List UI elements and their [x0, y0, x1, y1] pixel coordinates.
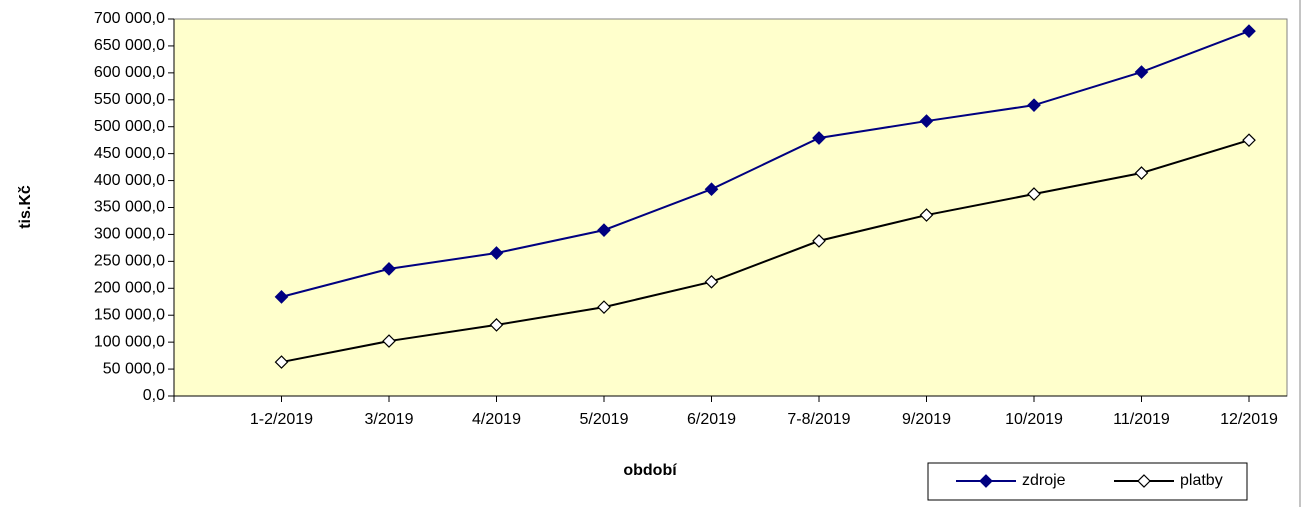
x-tick-label: 1-2/2019	[250, 411, 313, 428]
data-point	[1134, 65, 1149, 79]
x-tick-label: 4/2019	[472, 411, 521, 428]
y-tick-label: 700 000,0	[94, 10, 165, 27]
y-tick-label: 200 000,0	[94, 280, 165, 297]
y-tick-label: 500 000,0	[94, 118, 165, 135]
data-point	[1027, 187, 1041, 201]
y-tick-label: 50 000,0	[103, 360, 165, 377]
x-tick-label: 9/2019	[902, 411, 951, 428]
y-tick-label: 350 000,0	[94, 199, 165, 216]
data-point	[704, 182, 719, 197]
data-point	[1242, 133, 1256, 148]
x-tick-label: 7-8/2019	[787, 411, 850, 428]
x-tick-label: 12/2019	[1220, 411, 1278, 428]
y-tick-label: 600 000,0	[94, 64, 165, 81]
x-tick-label: 11/2019	[1113, 411, 1170, 428]
y-tick-label: 550 000,0	[94, 91, 165, 108]
legend-marker	[979, 474, 993, 488]
data-point	[274, 290, 289, 304]
y-tick-label: 450 000,0	[94, 145, 165, 162]
y-tick-label: 0,0	[143, 387, 165, 404]
data-point	[382, 262, 396, 276]
series-line	[281, 30, 1250, 298]
data-point	[597, 223, 611, 237]
y-tick-label: 300 000,0	[94, 226, 165, 243]
data-point	[812, 131, 826, 145]
y-tick-label: 150 000,0	[94, 306, 165, 323]
data-point	[489, 246, 504, 260]
data-point	[1242, 24, 1256, 38]
data-point	[1134, 166, 1149, 180]
legend-label: zdroje	[1022, 472, 1066, 489]
data-point	[704, 274, 719, 289]
legend-marker	[1137, 474, 1151, 488]
data-point	[597, 300, 611, 314]
data-point	[919, 114, 934, 128]
x-tick-label: 6/2019	[687, 411, 736, 428]
series-line	[281, 139, 1250, 364]
x-tick-label: 5/2019	[580, 411, 629, 428]
data-point	[812, 234, 826, 248]
y-tick-label: 100 000,0	[94, 333, 165, 350]
x-tick-label: 10/2019	[1005, 411, 1063, 428]
y-tick-label: 400 000,0	[94, 172, 165, 189]
data-point	[274, 355, 289, 369]
x-axis-label: období	[623, 462, 677, 479]
legend-label: platby	[1180, 472, 1223, 489]
y-tick-label: 650 000,0	[94, 37, 165, 54]
plot-area	[173, 18, 1288, 397]
data-point	[382, 334, 396, 348]
data-point	[919, 208, 934, 222]
x-tick-label: 3/2019	[365, 411, 414, 428]
y-tick-label: 250 000,0	[94, 253, 165, 270]
data-point	[489, 318, 504, 332]
y-axis-label: tis.Kč	[17, 185, 34, 229]
data-point	[1027, 98, 1041, 113]
